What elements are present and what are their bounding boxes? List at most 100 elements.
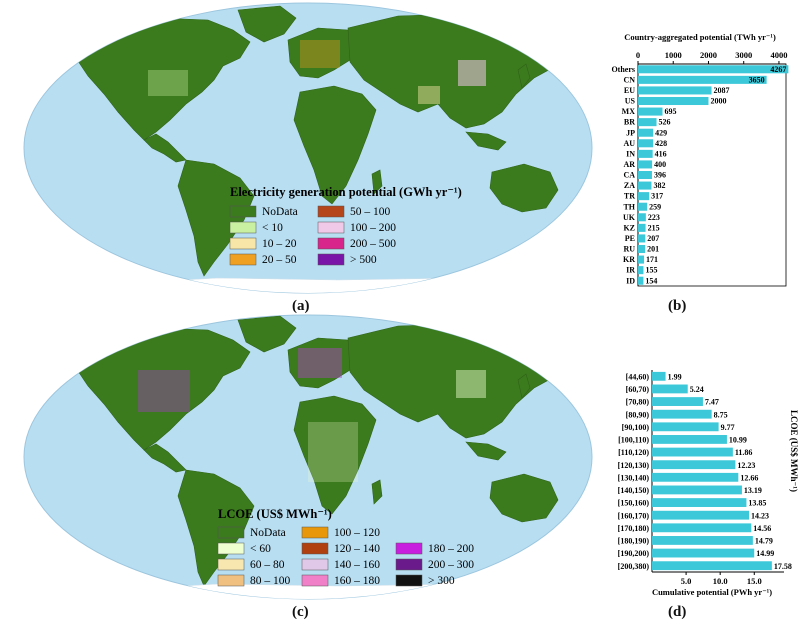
chart-b-value-label: 171	[646, 255, 658, 264]
chart-b-category-label: RU	[623, 245, 635, 254]
chart-b-value-label: 400	[654, 160, 666, 169]
chart-d-value-label: 14.79	[755, 537, 773, 546]
chart-b-category-label: AR	[623, 160, 635, 169]
chart-b-bar	[638, 255, 645, 264]
hotspot-china-a	[458, 60, 486, 86]
chart-b-bar	[638, 181, 652, 190]
legend-a-title: Electricity generation potential (GWh yr…	[230, 185, 462, 199]
chart-b-category-label: ZA	[624, 181, 635, 190]
greenland-c	[237, 315, 297, 353]
chart-d-category-label: [70,80)	[626, 398, 650, 407]
lcoe-us-c	[138, 370, 190, 412]
chart-d-category-label: [190,200)	[618, 549, 650, 558]
chart-b-bar	[638, 223, 646, 232]
legend-c-item: 140 – 160	[334, 559, 380, 571]
chart-d-bar	[652, 485, 742, 495]
chart-d-bar	[652, 498, 747, 507]
chart-d-category-label: [110,120)	[618, 448, 649, 457]
chart-b-value-label: 3650	[749, 75, 765, 84]
chart-d-value-label: 5.24	[690, 385, 704, 394]
chart-d-value-label: 8.75	[714, 410, 728, 419]
lcoe-europe-c	[298, 348, 342, 378]
legend-a-items: NoData < 10 10 – 20 20 – 50 50 – 100 100…	[229, 205, 396, 266]
chart-d-value-label: 10.99	[729, 436, 747, 445]
europe-c	[287, 337, 361, 389]
south-america-c	[177, 469, 255, 587]
chart-b-category-label: KR	[623, 255, 635, 264]
chart-b-bar	[638, 128, 654, 137]
north-america-a	[72, 17, 251, 141]
chart-b-value-label: 526	[659, 118, 671, 127]
chart-b-value-label: 201	[647, 245, 659, 254]
chart-b-category-label: TR	[624, 192, 635, 201]
chart-d-xlabel: Cumulative potential (PWh yr⁻¹)	[652, 587, 772, 597]
japan-c	[517, 373, 531, 399]
chart-d-bar	[652, 536, 753, 545]
chart-d-value-label: 12.23	[737, 461, 755, 470]
chart-d-bar	[652, 447, 733, 457]
chart-b-bar	[638, 139, 654, 148]
chart-b-bar	[638, 170, 652, 180]
chart-d-category-label: [200,380)	[618, 562, 650, 571]
chart-b-value-label: 317	[651, 192, 663, 201]
madagascar-c	[371, 479, 383, 505]
chart-d-value-label: 17.58	[774, 562, 792, 571]
lcoe-china-c	[456, 370, 486, 398]
chart-b-value-label: 155	[645, 266, 657, 275]
chart-d-value-label: 12.66	[740, 473, 758, 482]
map-a: Electricity generation potential (GWh yr…	[23, 2, 593, 294]
chart-b-category-label: Others	[611, 65, 635, 74]
chart-d-value-label: 13.85	[748, 499, 766, 508]
legend-c-item: 60 – 80	[250, 559, 285, 571]
chart-d-category-label: [180,190)	[618, 537, 650, 546]
chart-b-value-label: 416	[655, 149, 667, 158]
africa-c	[293, 395, 377, 515]
chart-b-category-label: BR	[624, 118, 635, 127]
legend-c-item: 120 – 140	[334, 543, 380, 555]
legend-c-item: 160 – 180	[334, 575, 380, 587]
chart-d-ylabel: LCOE (US$ MWh⁻¹)	[789, 410, 799, 492]
chart-d-value-label: 14.99	[756, 549, 774, 558]
madagascar-a	[371, 169, 383, 195]
chart-b-value-label: 259	[649, 202, 661, 211]
australia-a	[489, 163, 559, 213]
chart-b-bar	[638, 244, 646, 254]
chart-b-category-label: ID	[626, 276, 635, 285]
chart-d-tick-label: 15.0	[747, 576, 762, 586]
legend-c-item: 80 – 100	[250, 575, 291, 587]
chart-d-bar	[652, 435, 727, 444]
panel-label-c: (c)	[292, 604, 309, 620]
chart-d-category-label: [120,130)	[618, 461, 650, 470]
chart-b-value-label: 429	[655, 128, 667, 137]
hotspot-europe-a	[300, 40, 340, 68]
chart-d-category-label: [90,100)	[622, 423, 650, 432]
chart-d-bar	[652, 510, 750, 520]
chart-b-tick-label: 3000	[735, 50, 752, 60]
lcoe-africa-c	[308, 422, 358, 482]
chart-d-bar	[652, 384, 688, 394]
chart-b-bar	[638, 65, 789, 74]
africa-a	[293, 85, 377, 205]
greenland-a	[237, 5, 297, 43]
chart-d-category-label: [150,160)	[618, 499, 650, 508]
chart-b-value-label: 154	[645, 276, 657, 285]
chart-b-value-label: 4267	[770, 65, 786, 74]
chart-b-value-label: 382	[653, 181, 665, 190]
europe-a	[287, 27, 361, 79]
legend-a-item: 200 – 500	[350, 238, 396, 250]
south-america-a	[177, 159, 255, 277]
australia-c	[489, 473, 559, 523]
chart-d-bar	[652, 460, 736, 470]
legend-c-item: 100 – 120	[334, 527, 380, 539]
chart-d-bar	[652, 409, 712, 419]
chart-b-bar	[638, 202, 648, 211]
chart-d-bar	[652, 523, 752, 533]
se-asia-c	[465, 441, 507, 461]
chart-b-bar	[638, 75, 767, 84]
legend-a-item: 10 – 20	[262, 238, 297, 250]
chart-b-bar	[638, 234, 646, 243]
chart-d-category-label: [44,60)	[626, 372, 650, 381]
chart-b-bar	[638, 192, 650, 201]
chart-d-category-label: [170,180)	[618, 524, 650, 533]
